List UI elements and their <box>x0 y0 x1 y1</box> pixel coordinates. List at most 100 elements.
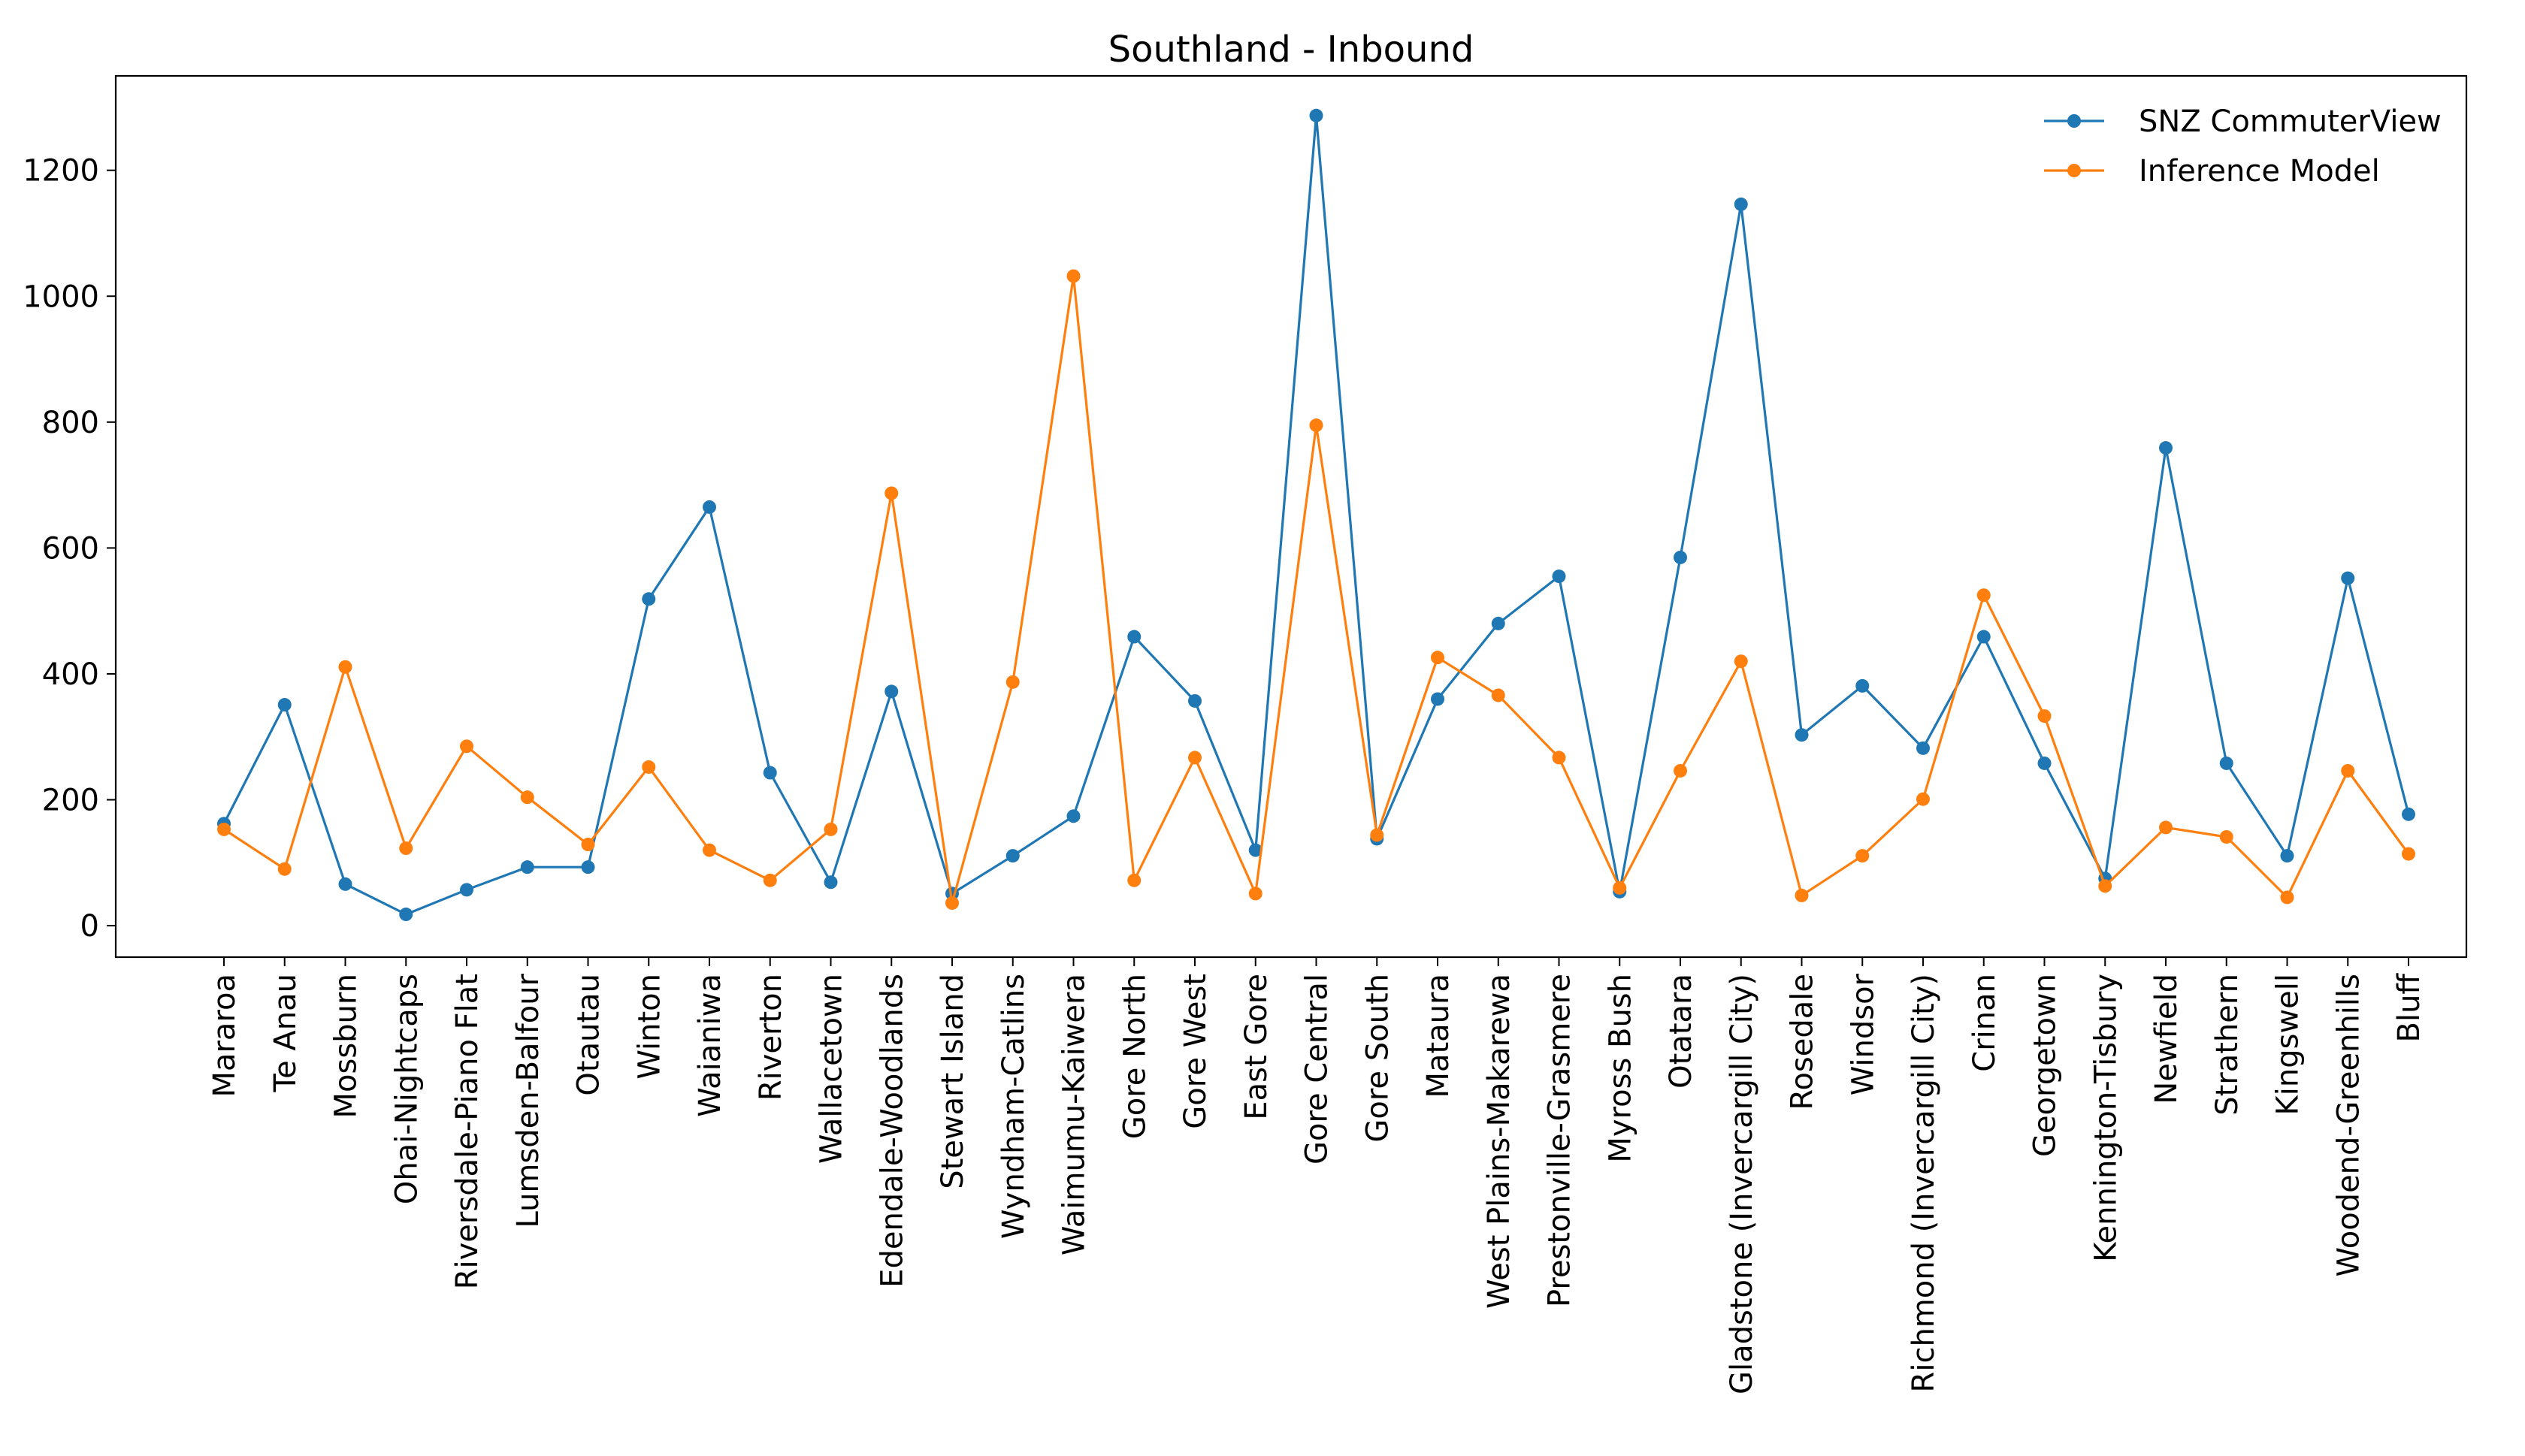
data-point <box>2341 763 2355 778</box>
data-point <box>763 766 777 780</box>
x-tick-label: Ohai-Nightcaps <box>389 974 424 1204</box>
legend-label: Inference Model <box>2139 154 2380 189</box>
x-tick-label: Mararoa <box>207 974 242 1098</box>
data-point <box>1005 675 1020 689</box>
data-point <box>581 838 595 852</box>
data-point <box>1431 651 1444 665</box>
y-tick-label: 1200 <box>23 154 99 189</box>
data-point <box>885 486 899 500</box>
data-point <box>2402 847 2415 861</box>
data-point <box>1734 654 1748 669</box>
data-point <box>1916 741 1930 755</box>
data-point <box>399 908 413 922</box>
x-tick-label: Gladstone (Invercargill City) <box>1725 974 1759 1394</box>
x-tick-label: West Plains-Makarewa <box>1482 974 1517 1309</box>
series-line <box>222 114 2410 916</box>
x-tick-label: Newfield <box>2149 974 2184 1104</box>
data-point <box>1309 108 1323 122</box>
x-tick-label: Kingswell <box>2271 974 2306 1115</box>
data-point <box>338 660 352 674</box>
y-tick-label: 0 <box>80 909 99 944</box>
data-point <box>2219 829 2233 844</box>
data-point <box>1674 763 1687 778</box>
data-point <box>1855 678 1870 693</box>
x-tick-label: Georgetown <box>2028 974 2063 1157</box>
data-point <box>277 698 292 712</box>
y-axis: 0 200 400 600 800 1000 1200 <box>23 154 116 944</box>
x-tick-label: Woodend-Greenhills <box>2331 974 2366 1276</box>
y-tick-label: 800 <box>42 406 99 440</box>
legend-label: SNZ CommuterView <box>2139 104 2442 139</box>
x-tick-label: Rosedale <box>1786 974 1820 1110</box>
data-point <box>2280 890 2294 905</box>
x-tick-label: Mossburn <box>329 974 364 1119</box>
y-tick-label: 1000 <box>23 279 99 314</box>
data-point <box>520 860 534 875</box>
data-point <box>1188 693 1202 708</box>
data-point <box>1370 828 1384 842</box>
series-line <box>223 274 2410 905</box>
data-point <box>1188 751 1202 765</box>
data-point <box>460 883 473 897</box>
data-point <box>1795 728 1809 742</box>
y-tick-label: 400 <box>42 657 99 692</box>
data-point <box>1855 849 1870 863</box>
data-point <box>581 860 595 875</box>
data-point <box>1976 588 1991 603</box>
data-point <box>2280 849 2294 863</box>
plot-frame <box>114 74 2468 959</box>
x-tick-label: Gore West <box>1178 974 1213 1129</box>
data-point <box>885 684 899 699</box>
data-point <box>1552 569 1566 584</box>
data-point <box>338 877 352 891</box>
x-tick-label: Windsor <box>1846 973 1880 1095</box>
x-tick-label: Riversdale-Piano Flat <box>450 974 485 1289</box>
data-point <box>277 862 292 876</box>
data-point <box>1491 616 1505 630</box>
data-point <box>824 875 838 890</box>
x-tick-label: Gore Central <box>1300 974 1335 1164</box>
x-tick-label: Strathern <box>2210 974 2245 1116</box>
data-point <box>2037 709 2052 723</box>
x-axis: Mararoa Te Anau Mossburn Ohai-Nightcaps Rive… <box>207 957 2427 1394</box>
legend-marker <box>2067 114 2081 128</box>
data-point <box>1066 809 1081 823</box>
data-point <box>2219 756 2233 770</box>
x-tick-label: Prestonville-Grasmere <box>1543 974 1577 1307</box>
x-tick-label: Gore North <box>1117 974 1152 1139</box>
data-point <box>399 841 413 856</box>
data-point <box>642 592 656 606</box>
data-point <box>217 822 231 836</box>
x-tick-label: Otatara <box>1664 974 1698 1089</box>
x-tick-label: Riverton <box>754 974 788 1101</box>
x-tick-label: Bluff <box>2392 973 2427 1043</box>
data-point <box>642 760 656 774</box>
data-point <box>1916 792 1930 806</box>
data-point <box>1674 550 1687 564</box>
legend: SNZ CommuterView Inference Model <box>2044 104 2442 189</box>
data-point <box>1248 843 1262 857</box>
data-point <box>703 843 716 857</box>
data-point <box>1309 418 1323 433</box>
y-tick-label: 200 <box>42 784 99 818</box>
data-point <box>1976 630 1991 644</box>
data-point <box>1127 630 1142 644</box>
data-point <box>824 822 838 836</box>
x-tick-label: Edendale-Woodlands <box>875 974 909 1288</box>
x-tick-label: Myross Bush <box>1603 974 1637 1163</box>
data-point <box>1005 849 1020 863</box>
x-tick-label: Te Anau <box>268 974 303 1093</box>
x-tick-label: Wyndham-Catlins <box>996 974 1031 1239</box>
data-point <box>2402 807 2415 821</box>
data-point <box>2159 820 2173 835</box>
data-point <box>763 873 777 887</box>
series-group <box>217 108 2415 922</box>
y-tick-label: 600 <box>42 531 99 566</box>
x-tick-label: Kennington-Tisbury <box>2088 974 2123 1262</box>
data-point <box>1127 873 1142 887</box>
data-point <box>945 896 959 910</box>
data-point <box>1613 881 1627 895</box>
x-tick-label: Gore South <box>1360 974 1395 1143</box>
